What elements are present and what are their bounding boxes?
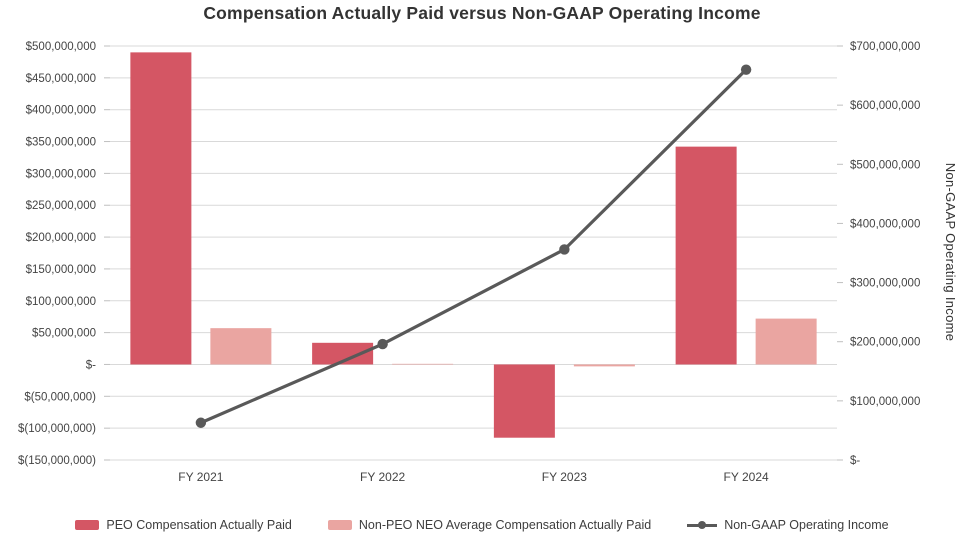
legend-label-peo: PEO Compensation Actually Paid — [106, 518, 292, 532]
bar-peo-fy-2024 — [675, 146, 737, 365]
legend-item-peo: PEO Compensation Actually Paid — [75, 518, 292, 532]
left-axis-tick-label: $450,000,000 — [26, 73, 96, 85]
right-axis-tick-label: $200,000,000 — [850, 337, 920, 349]
bar-non-peo-fy-2021 — [210, 328, 272, 365]
bar-non-peo-fy-2022 — [392, 363, 454, 365]
right-axis-tick-label: $- — [850, 455, 860, 467]
legend-label-non-peo: Non-PEO NEO Average Compensation Actuall… — [358, 518, 652, 532]
bar-peo-fy-2022 — [312, 342, 374, 365]
legend-label-line: Non-GAAP Operating Income — [724, 518, 889, 532]
legend-item-line: Non-GAAP Operating Income — [687, 518, 889, 532]
left-axis-tick-label: $- — [86, 359, 96, 371]
left-axis-tick-label: $350,000,000 — [26, 137, 96, 149]
right-axis-tick-label: $300,000,000 — [850, 278, 920, 290]
line-point-fy-2022 — [377, 338, 388, 350]
left-axis-tick-label: $50,000,000 — [32, 328, 96, 340]
left-axis-tick-label: $100,000,000 — [26, 296, 96, 308]
x-axis-label: FY 2023 — [542, 470, 587, 484]
left-axis-tick-label: $300,000,000 — [26, 168, 96, 180]
left-axis-tick-label: $150,000,000 — [26, 264, 96, 276]
right-axis-tick-label: $400,000,000 — [850, 218, 920, 230]
peo-bar-swatch-icon — [75, 520, 100, 530]
left-axis-tick-label: $(150,000,000) — [18, 455, 96, 467]
legend-item-non-peo: Non-PEO NEO Average Compensation Actuall… — [327, 518, 652, 532]
line-series-swatch-icon — [687, 519, 718, 531]
left-axis-tick-label: $400,000,000 — [26, 105, 96, 117]
x-axis-label: FY 2022 — [360, 470, 405, 484]
bar-peo-fy-2023 — [493, 364, 555, 438]
non-peo-bar-swatch-icon — [327, 520, 352, 530]
left-axis-tick-label: $500,000,000 — [26, 41, 96, 53]
right-axis-tick-label: $600,000,000 — [850, 100, 920, 112]
bar-peo-fy-2021 — [130, 52, 192, 365]
line-series-path — [200, 68, 748, 425]
x-axis-label: FY 2024 — [724, 470, 769, 484]
left-axis-tick-label: $(100,000,000) — [18, 423, 96, 435]
x-axis-label: FY 2021 — [178, 470, 223, 484]
right-axis-tick-label: $700,000,000 — [850, 41, 920, 53]
bar-non-peo-fy-2023 — [573, 364, 635, 367]
line-point-fy-2021 — [195, 417, 207, 428]
chart-canvas: $500,000,000 $450,000,000 $400,000,000 $350… — [18, 41, 920, 484]
right-axis-tick-label: $500,000,000 — [850, 159, 920, 171]
right-axis-tick-label: $100,000,000 — [850, 396, 920, 408]
left-axis-tick-label: $(50,000,000) — [24, 391, 96, 403]
right-axis-title: Non-GAAP Operating Income — [943, 162, 958, 342]
bar-non-peo-fy-2024 — [755, 318, 817, 365]
chart-title: Compensation Actually Paid versus Non-GA… — [203, 3, 761, 23]
left-axis-tick-label: $200,000,000 — [26, 232, 96, 244]
line-point-fy-2023 — [559, 244, 570, 255]
legend: PEO Compensation Actually Paid Non-PEO N… — [0, 518, 964, 532]
left-axis-tick-label: $250,000,000 — [26, 200, 96, 212]
line-point-fy-2024 — [740, 64, 752, 75]
